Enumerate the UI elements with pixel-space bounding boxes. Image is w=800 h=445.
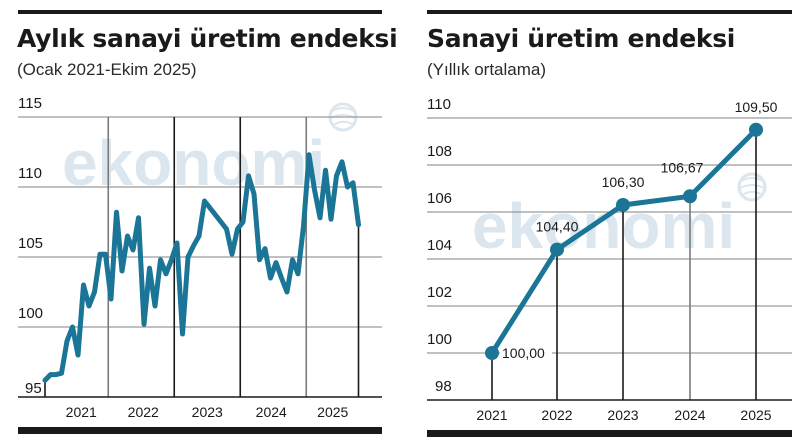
y-tick-label: 106 xyxy=(427,190,452,207)
y-tick-label: 108 xyxy=(427,143,452,160)
x-tick-label: 2021 xyxy=(66,404,97,420)
top-rule xyxy=(18,10,382,14)
y-tick-label: 100 xyxy=(427,331,452,348)
data-label: 104,40 xyxy=(536,219,579,235)
data-point-marker xyxy=(683,189,697,204)
annual-chart-panel: Sanayi üretim endeksi (Yıllık ortalama) … xyxy=(400,0,800,445)
y-tick-label: 102 xyxy=(427,284,452,301)
y-tick-label: 104 xyxy=(427,237,452,254)
x-tick-label: 2025 xyxy=(317,404,348,420)
data-label: 106,30 xyxy=(602,174,645,190)
annual-line-chart: ekonomi 98 100 102 104 106 108 110 100,00 104,40 1… xyxy=(427,96,792,423)
x-tick-label: 2023 xyxy=(607,407,638,423)
y-tick-label: 105 xyxy=(18,235,43,252)
data-label: 106,67 xyxy=(661,159,704,175)
bottom-rule xyxy=(427,430,792,437)
watermark-text: ekonomi xyxy=(62,127,325,199)
y-tick-label: 110 xyxy=(427,96,451,113)
bottom-rule xyxy=(18,427,382,434)
x-tick-label: 2021 xyxy=(476,407,507,423)
monthly-chart-panel: Aylık sanayi üretim endeksi (Ocak 2021-E… xyxy=(17,10,398,434)
y-tick-label: 95 xyxy=(25,380,42,397)
y-tick-label: 98 xyxy=(435,378,452,395)
data-label: 100,00 xyxy=(502,345,545,361)
data-point-marker xyxy=(749,122,763,137)
x-tick-label: 2023 xyxy=(192,404,223,420)
monthly-line-chart: ekonomi 95 100 105 110 115 2021 2022 2023 2024 202… xyxy=(18,95,382,420)
chart-subtitle: (Ocak 2021-Ekim 2025) xyxy=(17,60,197,79)
y-tick-label: 115 xyxy=(18,95,42,112)
chart-title: Aylık sanayi üretim endeksi xyxy=(17,24,398,53)
x-tick-label: 2024 xyxy=(674,407,705,423)
data-point-marker xyxy=(485,346,499,360)
top-rule xyxy=(427,10,792,14)
monthly-series-line xyxy=(42,152,361,383)
watermark-text: ekonomi xyxy=(472,190,735,262)
chart-subtitle: (Yıllık ortalama) xyxy=(427,60,547,79)
y-tick-label: 100 xyxy=(18,305,43,322)
x-tick-label: 2025 xyxy=(740,407,771,423)
data-point-marker xyxy=(550,242,564,257)
x-tick-label: 2022 xyxy=(128,404,159,420)
x-tick-label: 2022 xyxy=(541,407,572,423)
y-tick-label: 110 xyxy=(18,165,42,182)
data-point-marker xyxy=(616,197,630,212)
chart-title: Sanayi üretim endeksi xyxy=(427,24,736,53)
globe-watermark-icon xyxy=(737,172,767,202)
x-tick-label: 2024 xyxy=(256,404,287,420)
data-label: 109,50 xyxy=(735,99,778,115)
